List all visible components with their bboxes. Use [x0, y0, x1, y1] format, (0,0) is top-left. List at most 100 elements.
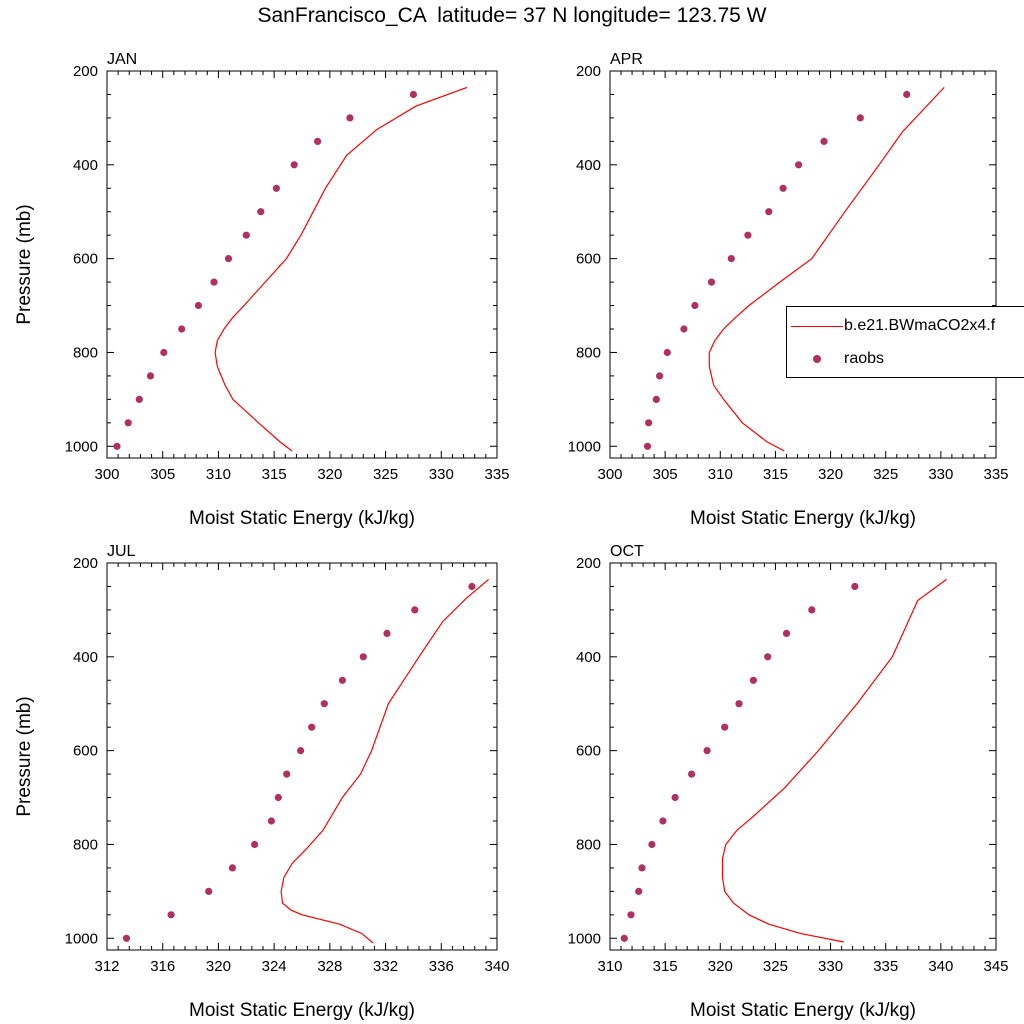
y-tick-label: 400 — [576, 649, 601, 666]
model-profile-line — [708, 86, 945, 452]
raobs-point — [338, 676, 346, 684]
raobs-point — [297, 747, 305, 755]
raobs-point — [764, 653, 772, 661]
panel-oct: OCT 310 315 320 325 330 335 340 345 200 400 600 800 1… — [568, 543, 1009, 1021]
legend-entry-raobs: raobs — [787, 348, 1024, 372]
raobs-point — [703, 747, 711, 755]
raobs-point — [320, 700, 328, 708]
panel-jan: JAN 300 305 310 315 320 325 330 335 200 400 600 800 1… — [14, 51, 510, 529]
panel-jul: JUL 312 316 320 324 328 332 336 340 200 400 600 800 1… — [14, 543, 510, 1021]
raobs-point — [113, 442, 121, 450]
raobs-point — [749, 676, 758, 684]
raobs-point — [383, 629, 391, 638]
raobs-point — [795, 161, 803, 169]
raobs-point — [663, 348, 671, 357]
legend-label-model: b.e21.BWmaCO2x4.f — [844, 317, 996, 334]
y-tick-label: 800 — [576, 344, 601, 361]
raobs-point — [251, 840, 259, 849]
raobs-point — [411, 606, 419, 614]
y-tick-label: 200 — [576, 555, 601, 572]
x-tick-label: 325 — [873, 466, 898, 483]
raobs-point — [267, 817, 275, 825]
x-tick-label: 325 — [373, 466, 398, 483]
model-profile-line — [214, 86, 468, 452]
raobs-point — [346, 114, 354, 122]
y-tick-label: 800 — [73, 344, 98, 361]
legend-entry-model: b.e21.BWmaCO2x4.f — [787, 315, 1024, 339]
raobs-point — [257, 208, 265, 216]
x-tick-label: 305 — [653, 466, 678, 483]
raobs-point — [635, 887, 643, 896]
legend-label-raobs: raobs — [844, 350, 885, 367]
raobs-point — [721, 723, 729, 731]
x-tick-label: 310 — [597, 958, 622, 975]
x-tick-label: 316 — [150, 958, 175, 975]
raobs-point — [638, 864, 646, 872]
x-tick-label: 320 — [206, 958, 231, 975]
raobs-point — [727, 255, 735, 263]
y-axis-label: Pressure (mb) — [14, 204, 35, 324]
x-tick-label: 330 — [818, 958, 843, 975]
x-tick-label: 340 — [928, 958, 953, 975]
panel-label: OCT — [610, 543, 644, 560]
raobs-point — [856, 114, 864, 122]
x-tick-label: 335 — [484, 466, 509, 483]
x-tick-label: 320 — [818, 466, 843, 483]
raobs-point — [707, 278, 716, 286]
raobs-point — [643, 442, 652, 450]
y-tick-label: 800 — [576, 836, 601, 853]
plot-frame — [609, 70, 997, 459]
raobs-point — [359, 653, 367, 661]
y-tick-label: 400 — [576, 157, 601, 174]
x-tick-label: 330 — [429, 466, 454, 483]
y-tick-label: 200 — [576, 63, 601, 80]
x-tick-label: 315 — [653, 958, 678, 975]
raobs-point — [688, 770, 696, 778]
raobs-point — [160, 348, 168, 357]
raobs-point — [659, 817, 667, 825]
model-profile-line — [280, 578, 489, 944]
x-axis-label: Moist Static Energy (kJ/kg) — [690, 1000, 916, 1021]
raobs-point — [468, 582, 476, 591]
raobs-point — [409, 90, 417, 99]
y-axis-label: Pressure (mb) — [14, 696, 35, 816]
raobs-point — [627, 911, 635, 919]
raobs-point — [645, 419, 653, 427]
x-tick-label: 300 — [94, 466, 119, 483]
x-tick-label: 315 — [262, 466, 287, 483]
plot-frame — [609, 562, 997, 951]
raobs-point — [903, 90, 911, 99]
raobs-point — [648, 840, 656, 849]
raobs-point — [224, 255, 233, 263]
raobs-point — [782, 629, 791, 638]
raobs-point — [620, 934, 628, 942]
x-tick-label: 325 — [763, 958, 788, 975]
raobs-point — [194, 301, 202, 310]
raobs-point — [167, 911, 175, 919]
y-tick-label: 1000 — [568, 930, 601, 947]
y-tick-label: 200 — [73, 63, 98, 80]
y-tick-label: 1000 — [65, 930, 98, 947]
raobs-point — [671, 793, 679, 802]
raobs-point — [735, 700, 743, 708]
raobs-point — [308, 723, 316, 731]
legend-dot-swatch — [813, 355, 821, 363]
raobs-point — [808, 606, 816, 614]
raobs-point — [851, 582, 859, 591]
raobs-point — [691, 301, 699, 310]
y-tick-label: 200 — [73, 555, 98, 572]
raobs-point — [652, 395, 660, 403]
x-tick-label: 328 — [317, 958, 342, 975]
model-profile-line — [721, 578, 947, 943]
y-tick-label: 1000 — [568, 438, 601, 455]
x-tick-label: 312 — [94, 958, 119, 975]
x-tick-label: 335 — [983, 466, 1008, 483]
raobs-point — [124, 419, 132, 427]
legend-line-swatch — [791, 326, 843, 327]
x-axis-label: Moist Static Energy (kJ/kg) — [690, 508, 916, 529]
raobs-point — [765, 208, 773, 216]
x-tick-label: 330 — [928, 466, 953, 483]
raobs-point — [122, 934, 131, 942]
x-tick-label: 345 — [983, 958, 1008, 975]
y-tick-label: 600 — [576, 251, 601, 268]
